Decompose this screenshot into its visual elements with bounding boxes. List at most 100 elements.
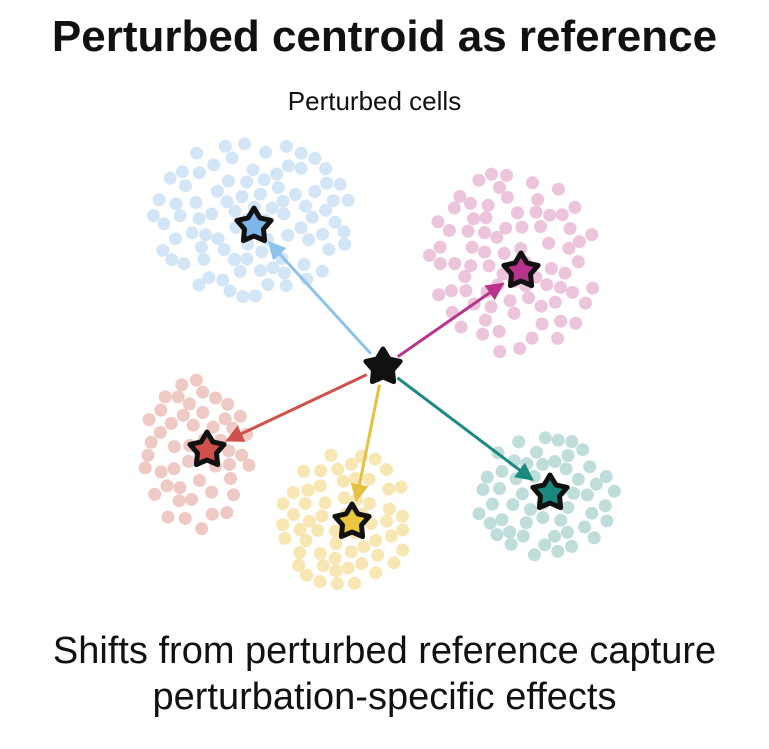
cell-dot xyxy=(542,236,556,250)
cell-dot xyxy=(228,253,241,266)
cell-dot xyxy=(485,497,499,511)
cell-dot xyxy=(433,257,447,271)
centroid-stars xyxy=(187,205,570,540)
cell-dot xyxy=(600,514,614,528)
cell-dot xyxy=(483,516,497,530)
cell-dot xyxy=(185,492,199,506)
cell-dot xyxy=(220,195,234,209)
cell-dot xyxy=(497,246,511,260)
cell-dot xyxy=(540,278,554,292)
cell-dot xyxy=(551,182,565,196)
cell-dot xyxy=(563,222,577,235)
cell-dot xyxy=(482,259,496,273)
cell-dot xyxy=(495,513,509,527)
cluster-magenta-dots xyxy=(422,167,600,359)
cell-dot xyxy=(514,242,528,256)
cell-dot xyxy=(454,320,468,334)
cell-dot xyxy=(313,479,327,493)
cell-dot xyxy=(529,205,543,219)
cell-dot xyxy=(197,252,211,266)
cell-dot xyxy=(464,259,478,273)
cell-dot xyxy=(467,212,481,226)
cell-dot xyxy=(571,472,585,486)
cell-dot xyxy=(328,551,342,565)
cell-dot xyxy=(504,537,518,551)
cell-dot xyxy=(362,472,376,486)
centroid-star-blue xyxy=(234,205,274,244)
cell-dot xyxy=(387,556,401,570)
cell-dot xyxy=(507,306,521,320)
cell-dot xyxy=(522,291,536,305)
cell-dot xyxy=(218,412,232,426)
cell-dot xyxy=(169,197,183,211)
cell-dot xyxy=(235,448,249,462)
cell-dot xyxy=(515,487,529,501)
cell-dot xyxy=(341,561,355,575)
cell-dot xyxy=(194,240,208,254)
shift-arrow-blue xyxy=(267,240,372,355)
cell-dot xyxy=(277,207,291,221)
cell-dot xyxy=(266,261,280,275)
cell-dot xyxy=(561,501,575,514)
cell-dot xyxy=(196,385,210,399)
caption: Shifts from perturbed reference capture … xyxy=(0,628,769,720)
cell-dot xyxy=(355,557,369,570)
cell-dot xyxy=(329,524,343,538)
cell-dot xyxy=(395,509,409,523)
cell-dot xyxy=(190,146,204,160)
cell-dot xyxy=(526,176,539,190)
cell-dot xyxy=(566,285,579,299)
cell-dot xyxy=(246,163,260,177)
cell-dot xyxy=(305,210,319,224)
cell-dot xyxy=(179,179,193,193)
cell-dot xyxy=(341,193,355,207)
cell-dot xyxy=(585,506,599,520)
cell-dot xyxy=(211,232,225,246)
cell-dot xyxy=(315,264,329,278)
cell-dot xyxy=(538,538,552,552)
cell-dot xyxy=(534,299,548,313)
cell-dot xyxy=(207,158,221,172)
cell-dot xyxy=(476,483,490,496)
cell-dot xyxy=(338,237,352,251)
cell-dot xyxy=(568,200,582,214)
cell-dot xyxy=(144,435,158,449)
cell-dot xyxy=(525,331,539,345)
cell-dot xyxy=(298,497,312,510)
cell-dot xyxy=(163,171,177,185)
cell-dot xyxy=(578,296,592,310)
cell-dot xyxy=(348,576,361,590)
cell-dot xyxy=(141,448,155,462)
cell-dot xyxy=(308,151,322,165)
cell-dot xyxy=(382,502,396,516)
cell-dot xyxy=(396,523,410,537)
cell-dot xyxy=(585,228,599,242)
cell-dot xyxy=(447,201,461,215)
cell-dot xyxy=(157,217,171,231)
cell-dot xyxy=(493,181,506,194)
centroid-star-yellow xyxy=(332,501,372,540)
cell-dot xyxy=(292,558,306,572)
cell-dot xyxy=(294,161,308,175)
cell-dot xyxy=(431,215,445,229)
cell-dot xyxy=(513,342,527,355)
cell-dot xyxy=(165,253,179,267)
cell-dot xyxy=(551,331,565,345)
cell-dot xyxy=(202,271,216,285)
cell-dot xyxy=(337,225,351,239)
cell-dot xyxy=(472,173,486,187)
cell-dot xyxy=(178,511,192,525)
cell-dot xyxy=(478,226,491,240)
cell-dot xyxy=(148,487,162,501)
cell-dot xyxy=(199,228,213,242)
cell-dot xyxy=(500,190,514,204)
cell-dot xyxy=(225,151,239,165)
cell-dot xyxy=(558,266,572,280)
cell-dot xyxy=(476,327,490,341)
cell-dot xyxy=(329,564,343,578)
cell-dot xyxy=(182,397,196,411)
cell-dot xyxy=(554,513,568,527)
cell-dot xyxy=(534,220,548,233)
cell-dot xyxy=(302,233,316,247)
cell-dot xyxy=(173,481,187,495)
